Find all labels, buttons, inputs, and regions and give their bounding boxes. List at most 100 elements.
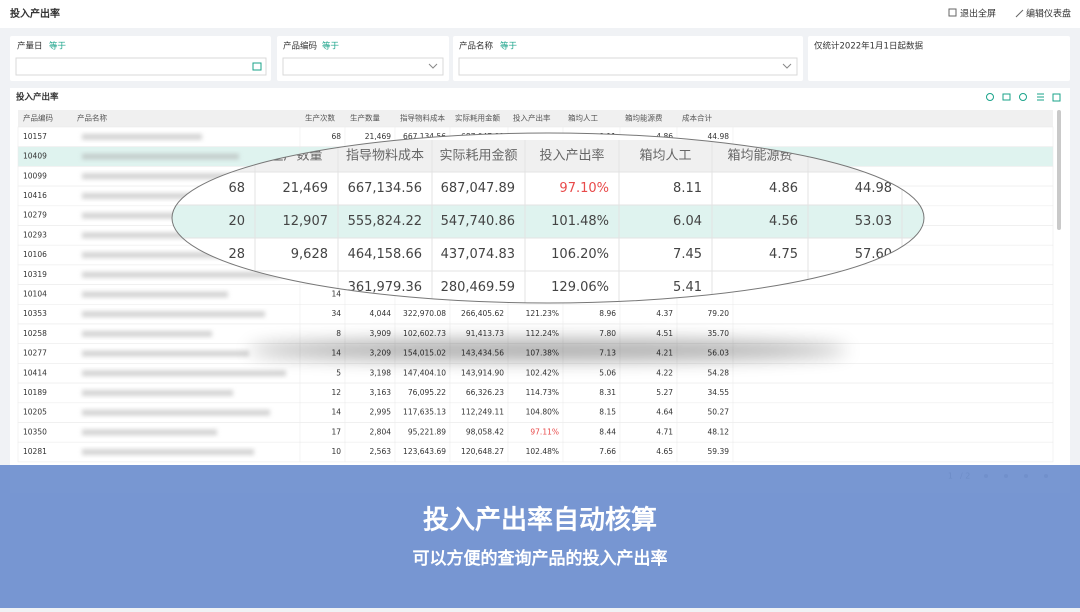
cell: 5.27 — [656, 388, 673, 397]
cell: 2,563 — [370, 447, 392, 456]
blurred-name — [82, 389, 233, 396]
cell: 10157 — [23, 132, 47, 141]
column-header: 箱均能源费 — [625, 113, 663, 123]
filter-operator[interactable]: 等于 — [500, 41, 518, 52]
exit-fullscreen[interactable]: 退出全屏 — [960, 8, 996, 20]
cell: 8.96 — [599, 309, 616, 318]
cell: 10281 — [23, 447, 47, 456]
date-input[interactable] — [15, 57, 267, 76]
lens-row — [172, 171, 924, 206]
filter-operator[interactable]: 等于 — [322, 41, 340, 52]
cell: 121.23% — [526, 309, 559, 318]
cell: 10205 — [23, 408, 47, 417]
cell: 68 — [331, 132, 341, 141]
lens-cell: 555,824.22 — [348, 214, 422, 229]
filter-label: 产量日 — [17, 41, 43, 52]
lens-shadow — [248, 340, 848, 360]
select-input[interactable] — [458, 57, 798, 76]
lens-cell: 106.20% — [551, 247, 609, 262]
table-title: 投入产出率 — [16, 92, 59, 103]
lens-cell: 4.86 — [769, 181, 798, 196]
cell: 10414 — [23, 368, 47, 377]
cell: 114.73% — [526, 388, 559, 397]
chevron — [428, 63, 438, 69]
lens-cell: 437,074.83 — [441, 247, 515, 262]
banner-title: 投入产出率自动核算 — [423, 505, 657, 536]
lens-cell: 129.06% — [551, 280, 609, 295]
tool-icon[interactable] — [1052, 93, 1061, 102]
lens-cell: 53.03 — [855, 214, 892, 229]
cell: 10293 — [23, 230, 47, 239]
cell: 147,404.10 — [403, 368, 446, 377]
cell: 3,163 — [370, 388, 392, 397]
lens-header-text: 实际耗用金额 — [439, 148, 517, 164]
blurred-name — [82, 291, 228, 298]
cell: 66,326.23 — [466, 388, 504, 397]
blurred-name — [82, 232, 207, 239]
cell: 95,221.89 — [408, 427, 446, 436]
cell: 10409 — [23, 152, 47, 161]
calendar-icon — [252, 62, 262, 71]
lens-cell: 280,469.59 — [441, 280, 515, 295]
lens-cell: 464,158.66 — [348, 247, 422, 262]
tool-icon[interactable] — [986, 93, 994, 101]
blurred-name — [82, 173, 276, 180]
cell: 21,469 — [365, 132, 391, 141]
cell: 102,602.73 — [403, 329, 446, 338]
lens-cell: 12,907 — [283, 214, 329, 229]
icon — [1015, 9, 1024, 18]
lens-rim — [171, 132, 925, 304]
select-input[interactable] — [282, 57, 444, 76]
blurred-name — [82, 330, 212, 337]
cell: 7.80 — [599, 329, 616, 338]
scrollbar[interactable] — [1057, 110, 1061, 230]
blurred-name — [82, 350, 249, 357]
cell: 104.80% — [526, 408, 559, 417]
cell: 10416 — [23, 191, 47, 200]
lens-cell: 9,628 — [291, 247, 328, 262]
cell: 4.86 — [656, 132, 673, 141]
cell: 17 — [331, 427, 341, 436]
cell: 10350 — [23, 427, 47, 436]
cell: 54.28 — [708, 368, 730, 377]
lens-cell: 44.98 — [855, 181, 892, 196]
cell: 117,635.13 — [403, 408, 446, 417]
cell: 50.27 — [708, 408, 730, 417]
edit-dashboard[interactable]: 编辑仪表盘 — [1026, 8, 1071, 20]
cell: 5.06 — [599, 368, 616, 377]
cell: 143,914.90 — [461, 368, 504, 377]
cell: 102.48% — [526, 447, 559, 456]
cell: 59.39 — [708, 447, 730, 456]
lens-cell: 8.11 — [673, 181, 702, 196]
column-header: 指导物料成本 — [400, 113, 445, 123]
cell: 34 — [331, 309, 341, 318]
blurred-name — [82, 192, 223, 199]
blurred-name — [82, 311, 265, 318]
cell: 5 — [336, 368, 341, 377]
cell: 123,643.69 — [403, 447, 446, 456]
table-row — [17, 441, 1054, 463]
filter-operator[interactable]: 等于 — [49, 41, 67, 52]
cell: 4.65 — [656, 447, 673, 456]
blurred-name — [82, 252, 244, 259]
cell: 112.24% — [526, 329, 559, 338]
lens-header-text: 箱均能源费 — [727, 148, 792, 164]
cell: 97.11% — [530, 427, 559, 436]
cell: 10106 — [23, 250, 47, 259]
blurred-name — [82, 153, 239, 160]
lens-row — [172, 237, 924, 272]
blurred-name — [82, 370, 286, 377]
cell: 10277 — [23, 349, 47, 358]
tool-icon[interactable] — [1019, 93, 1027, 101]
tool-icon[interactable] — [1002, 93, 1011, 101]
cell: 120,648.27 — [461, 447, 504, 456]
blurred-name — [82, 449, 254, 456]
lens-header-text: 箱均人工 — [639, 148, 691, 164]
tool-icon[interactable] — [1037, 93, 1044, 101]
cell: 8.31 — [599, 388, 616, 397]
cell: 10099 — [23, 171, 47, 180]
blurred-name — [82, 133, 202, 140]
note: 仅统计2022年1月1日起数据 — [814, 41, 923, 52]
lens-cell: 28 — [228, 247, 245, 262]
